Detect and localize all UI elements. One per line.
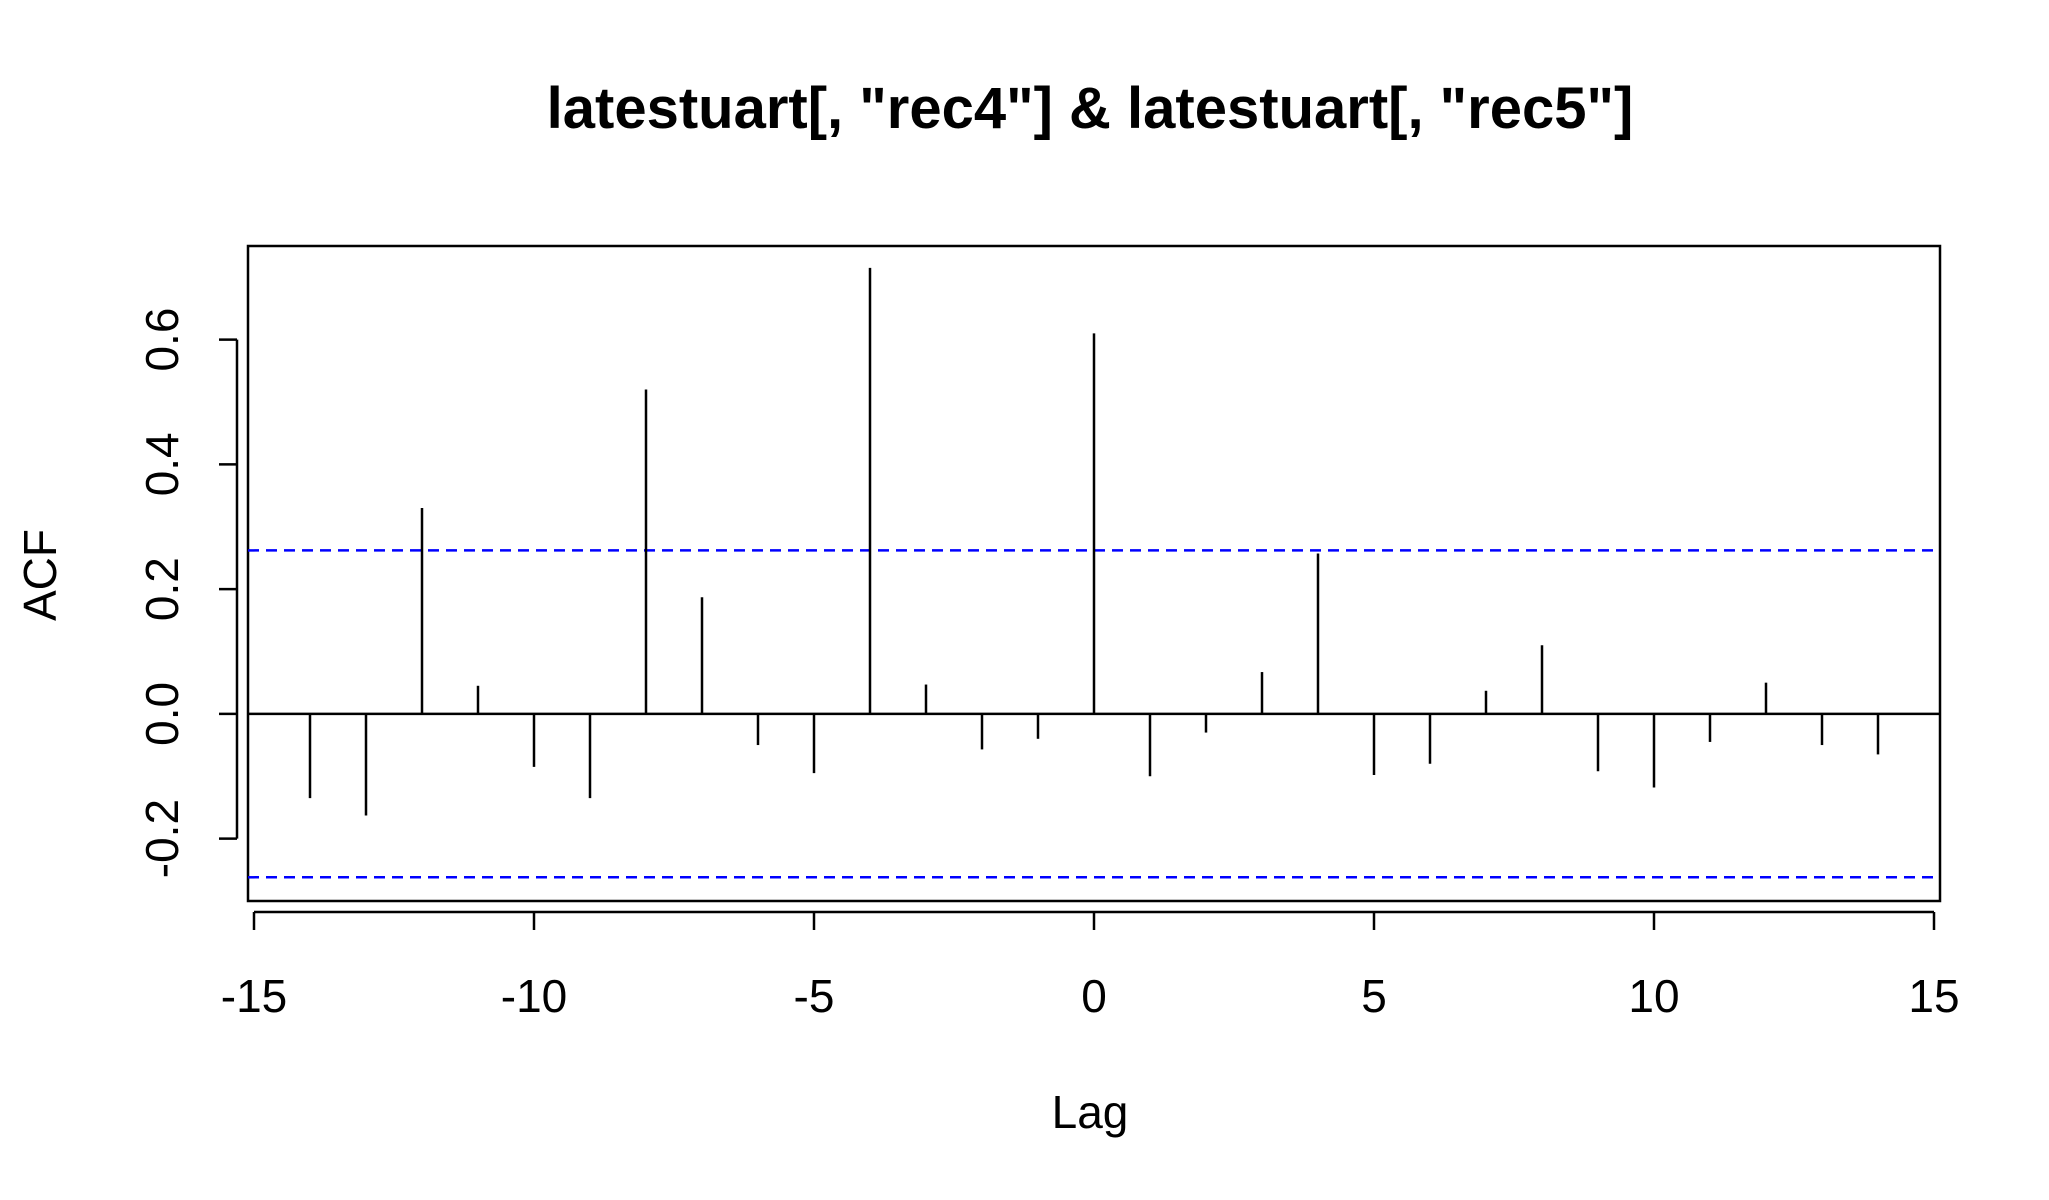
x-tick-label: 10 [1628,970,1679,1022]
x-axis-label: Lag [1052,1086,1129,1138]
y-axis: -0.2 0.0 0.2 0.4 0.6 [136,308,239,878]
y-tick-label: 0.6 [136,308,188,372]
y-tick-label: 0.2 [136,557,188,621]
x-tick-label: 15 [1908,970,1959,1022]
x-axis: -15 -10 -5 0 5 10 15 [221,910,1960,1022]
x-tick-label: -5 [794,970,835,1022]
y-tick-label: -0.2 [136,799,188,878]
x-tick-label: 5 [1361,970,1387,1022]
x-tick-label: -10 [501,970,567,1022]
y-tick-label: 0.4 [136,432,188,496]
chart-title: latestuart[, "rec4"] & latestuart[, "rec… [547,76,1634,141]
y-tick-label: 0.0 [136,682,188,746]
plot-area-border [246,244,1942,903]
acf-lines [308,267,1880,816]
y-axis-label: ACF [14,529,66,621]
x-tick-label: -15 [221,970,287,1022]
x-tick-label: 0 [1081,970,1107,1022]
